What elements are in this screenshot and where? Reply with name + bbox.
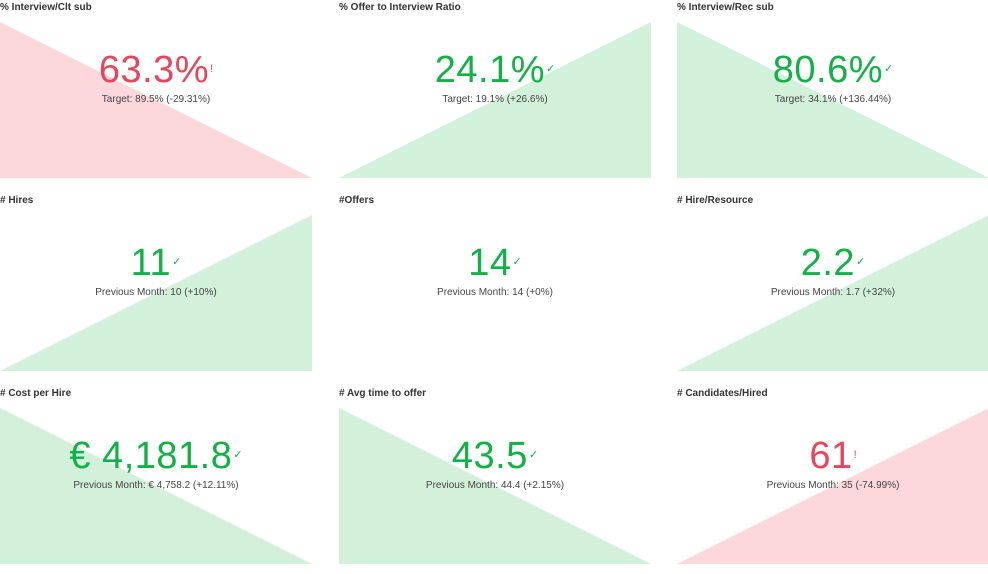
kpi-value: 2.2	[800, 242, 856, 284]
kpi-value: € 4,181.8	[69, 435, 233, 477]
kpi-previous-month: Previous Month: 35 (-74.99%)	[766, 480, 900, 491]
trend-triangle	[339, 408, 651, 564]
card-title: #Offers	[339, 195, 375, 206]
kpi-card-offers[interactable]: #Offers 14✓ Previous Month: 14 (+0%)	[339, 193, 651, 381]
trend-triangle	[339, 22, 651, 178]
kpi-value: 11	[130, 242, 172, 284]
kpi-value: 80.6%	[772, 49, 884, 91]
kpi-card-interview-rec-sub[interactable]: % Interview/Rec sub 80.6%✓ Target: 34.1%…	[677, 0, 988, 188]
kpi-previous-month: Previous Month: 14 (+0%)	[437, 287, 553, 298]
card-title: # Hires	[0, 195, 34, 206]
trend-triangle	[0, 408, 312, 564]
card-title: % Interview/Rec sub	[677, 2, 774, 13]
status-indicator-icon: ✓	[546, 63, 556, 75]
kpi-card-hires[interactable]: # Hires 11✓ Previous Month: 10 (+10%)	[0, 193, 312, 381]
status-indicator-icon: ✓	[233, 449, 243, 461]
trend-triangle	[677, 215, 988, 371]
kpi-value: 24.1%	[434, 49, 546, 91]
status-indicator-icon: ✓	[856, 256, 866, 268]
kpi-value: 43.5	[451, 435, 528, 477]
trend-triangle	[0, 22, 312, 178]
kpi-value: 63.3%	[98, 49, 210, 91]
kpi-card-offer-to-interview-ratio[interactable]: % Offer to Interview Ratio 24.1%✓ Target…	[339, 0, 651, 188]
kpi-card-cost-per-hire[interactable]: # Cost per Hire € 4,181.8✓ Previous Mont…	[0, 386, 312, 574]
kpi-value: 14	[468, 242, 512, 284]
kpi-card-interview-clt-sub[interactable]: % Interview/Clt sub 63.3%! Target: 89.5%…	[0, 0, 312, 188]
kpi-target: Target: 89.5% (-29.31%)	[101, 94, 211, 105]
status-indicator-icon: !	[210, 63, 214, 75]
status-indicator-icon: ✓	[884, 63, 894, 75]
kpi-previous-month: Previous Month: € 4,758.2 (+12.11%)	[73, 480, 239, 491]
trend-triangle	[677, 22, 988, 178]
kpi-card-hire-resource[interactable]: # Hire/Resource 2.2✓ Previous Month: 1.7…	[677, 193, 988, 381]
card-title: # Candidates/Hired	[677, 388, 768, 399]
kpi-card-candidates-hired[interactable]: # Candidates/Hired 61! Previous Month: 3…	[677, 386, 988, 574]
kpi-card-avg-time-to-offer[interactable]: # Avg time to offer 43.5✓ Previous Month…	[339, 386, 651, 574]
kpi-previous-month: Previous Month: 44.4 (+2.15%)	[425, 480, 565, 491]
status-indicator-icon: !	[853, 449, 857, 461]
status-indicator-icon: ✓	[528, 449, 539, 461]
kpi-value: 61	[809, 435, 853, 477]
card-title: # Cost per Hire	[0, 388, 72, 399]
card-title: # Avg time to offer	[339, 388, 427, 399]
kpi-target: Target: 34.1% (+136.44%)	[774, 94, 892, 105]
kpi-target: Target: 19.1% (+26.6%)	[442, 94, 548, 105]
card-title: # Hire/Resource	[677, 195, 754, 206]
kpi-previous-month: Previous Month: 10 (+10%)	[95, 287, 217, 298]
card-title: % Offer to Interview Ratio	[339, 2, 461, 13]
trend-triangle	[0, 215, 312, 371]
trend-triangle	[677, 408, 988, 564]
card-title: % Interview/Clt sub	[0, 2, 92, 13]
status-indicator-icon: ✓	[512, 256, 522, 268]
status-indicator-icon: ✓	[172, 256, 182, 268]
kpi-previous-month: Previous Month: 1.7 (+32%)	[770, 287, 896, 298]
